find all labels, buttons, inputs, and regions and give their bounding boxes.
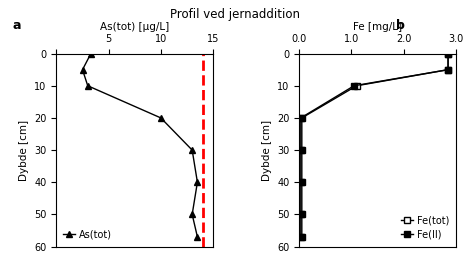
X-axis label: As(tot) [µg/L]: As(tot) [µg/L] [100,22,169,32]
Y-axis label: Dybde [cm]: Dybde [cm] [19,120,29,181]
Text: b: b [396,19,405,32]
Legend: Fe(tot), Fe(II): Fe(tot), Fe(II) [399,214,451,242]
Text: a: a [13,19,21,32]
X-axis label: Fe [mg/L]: Fe [mg/L] [353,22,402,32]
Legend: As(tot): As(tot) [61,228,114,242]
Y-axis label: Dybde [cm]: Dybde [cm] [262,120,272,181]
Text: Profil ved jernaddition: Profil ved jernaddition [170,8,300,21]
